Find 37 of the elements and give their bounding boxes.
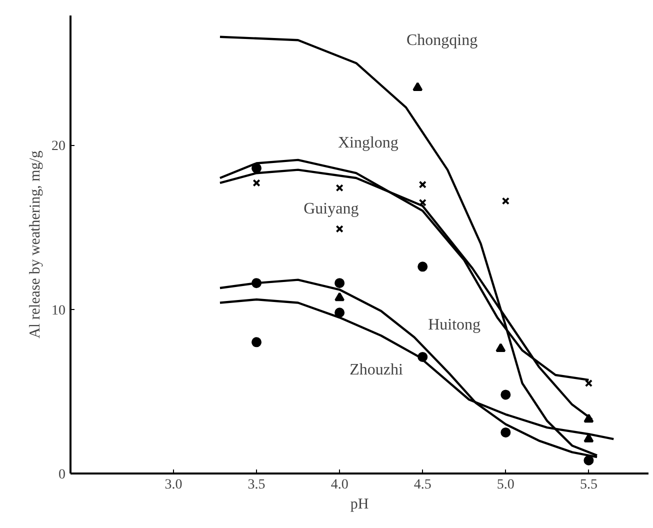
point xyxy=(584,414,594,423)
x-tick-label: 3.0 xyxy=(164,478,182,492)
point xyxy=(252,179,260,187)
point xyxy=(252,163,262,174)
point xyxy=(418,198,426,206)
point xyxy=(500,390,511,400)
x-tick-label: 4.5 xyxy=(414,478,432,492)
point xyxy=(418,262,428,272)
text: Chongqing xyxy=(406,32,478,49)
series-label: Xinglong xyxy=(338,134,398,152)
point xyxy=(336,225,344,233)
point xyxy=(336,184,344,192)
point xyxy=(252,278,262,288)
y-axis-title: Al release by weathering, mg/g xyxy=(28,150,44,338)
point xyxy=(418,352,428,362)
x-tick-label: 3.5 xyxy=(248,478,266,492)
point xyxy=(334,278,345,288)
point xyxy=(418,180,426,188)
point xyxy=(502,197,510,205)
point xyxy=(584,379,593,388)
x-axis-title: pH xyxy=(350,496,369,512)
y-tick-label: 0 xyxy=(58,468,66,482)
y-tick-label: 10 xyxy=(52,303,66,318)
x-tick-label: 5.5 xyxy=(580,478,598,492)
x-tick-label: 5.0 xyxy=(496,478,514,492)
point xyxy=(496,343,506,352)
series-label: Zhouzhi xyxy=(350,361,404,378)
point xyxy=(334,292,345,302)
point xyxy=(334,308,345,318)
series-label: Guiyang xyxy=(304,200,359,218)
point xyxy=(584,455,594,466)
y-tick-label: 20 xyxy=(52,139,66,154)
point xyxy=(500,427,511,438)
x-tick-label: 4.0 xyxy=(330,478,348,492)
point xyxy=(252,337,262,348)
series-label: Huitong xyxy=(428,316,481,334)
point xyxy=(412,82,423,92)
